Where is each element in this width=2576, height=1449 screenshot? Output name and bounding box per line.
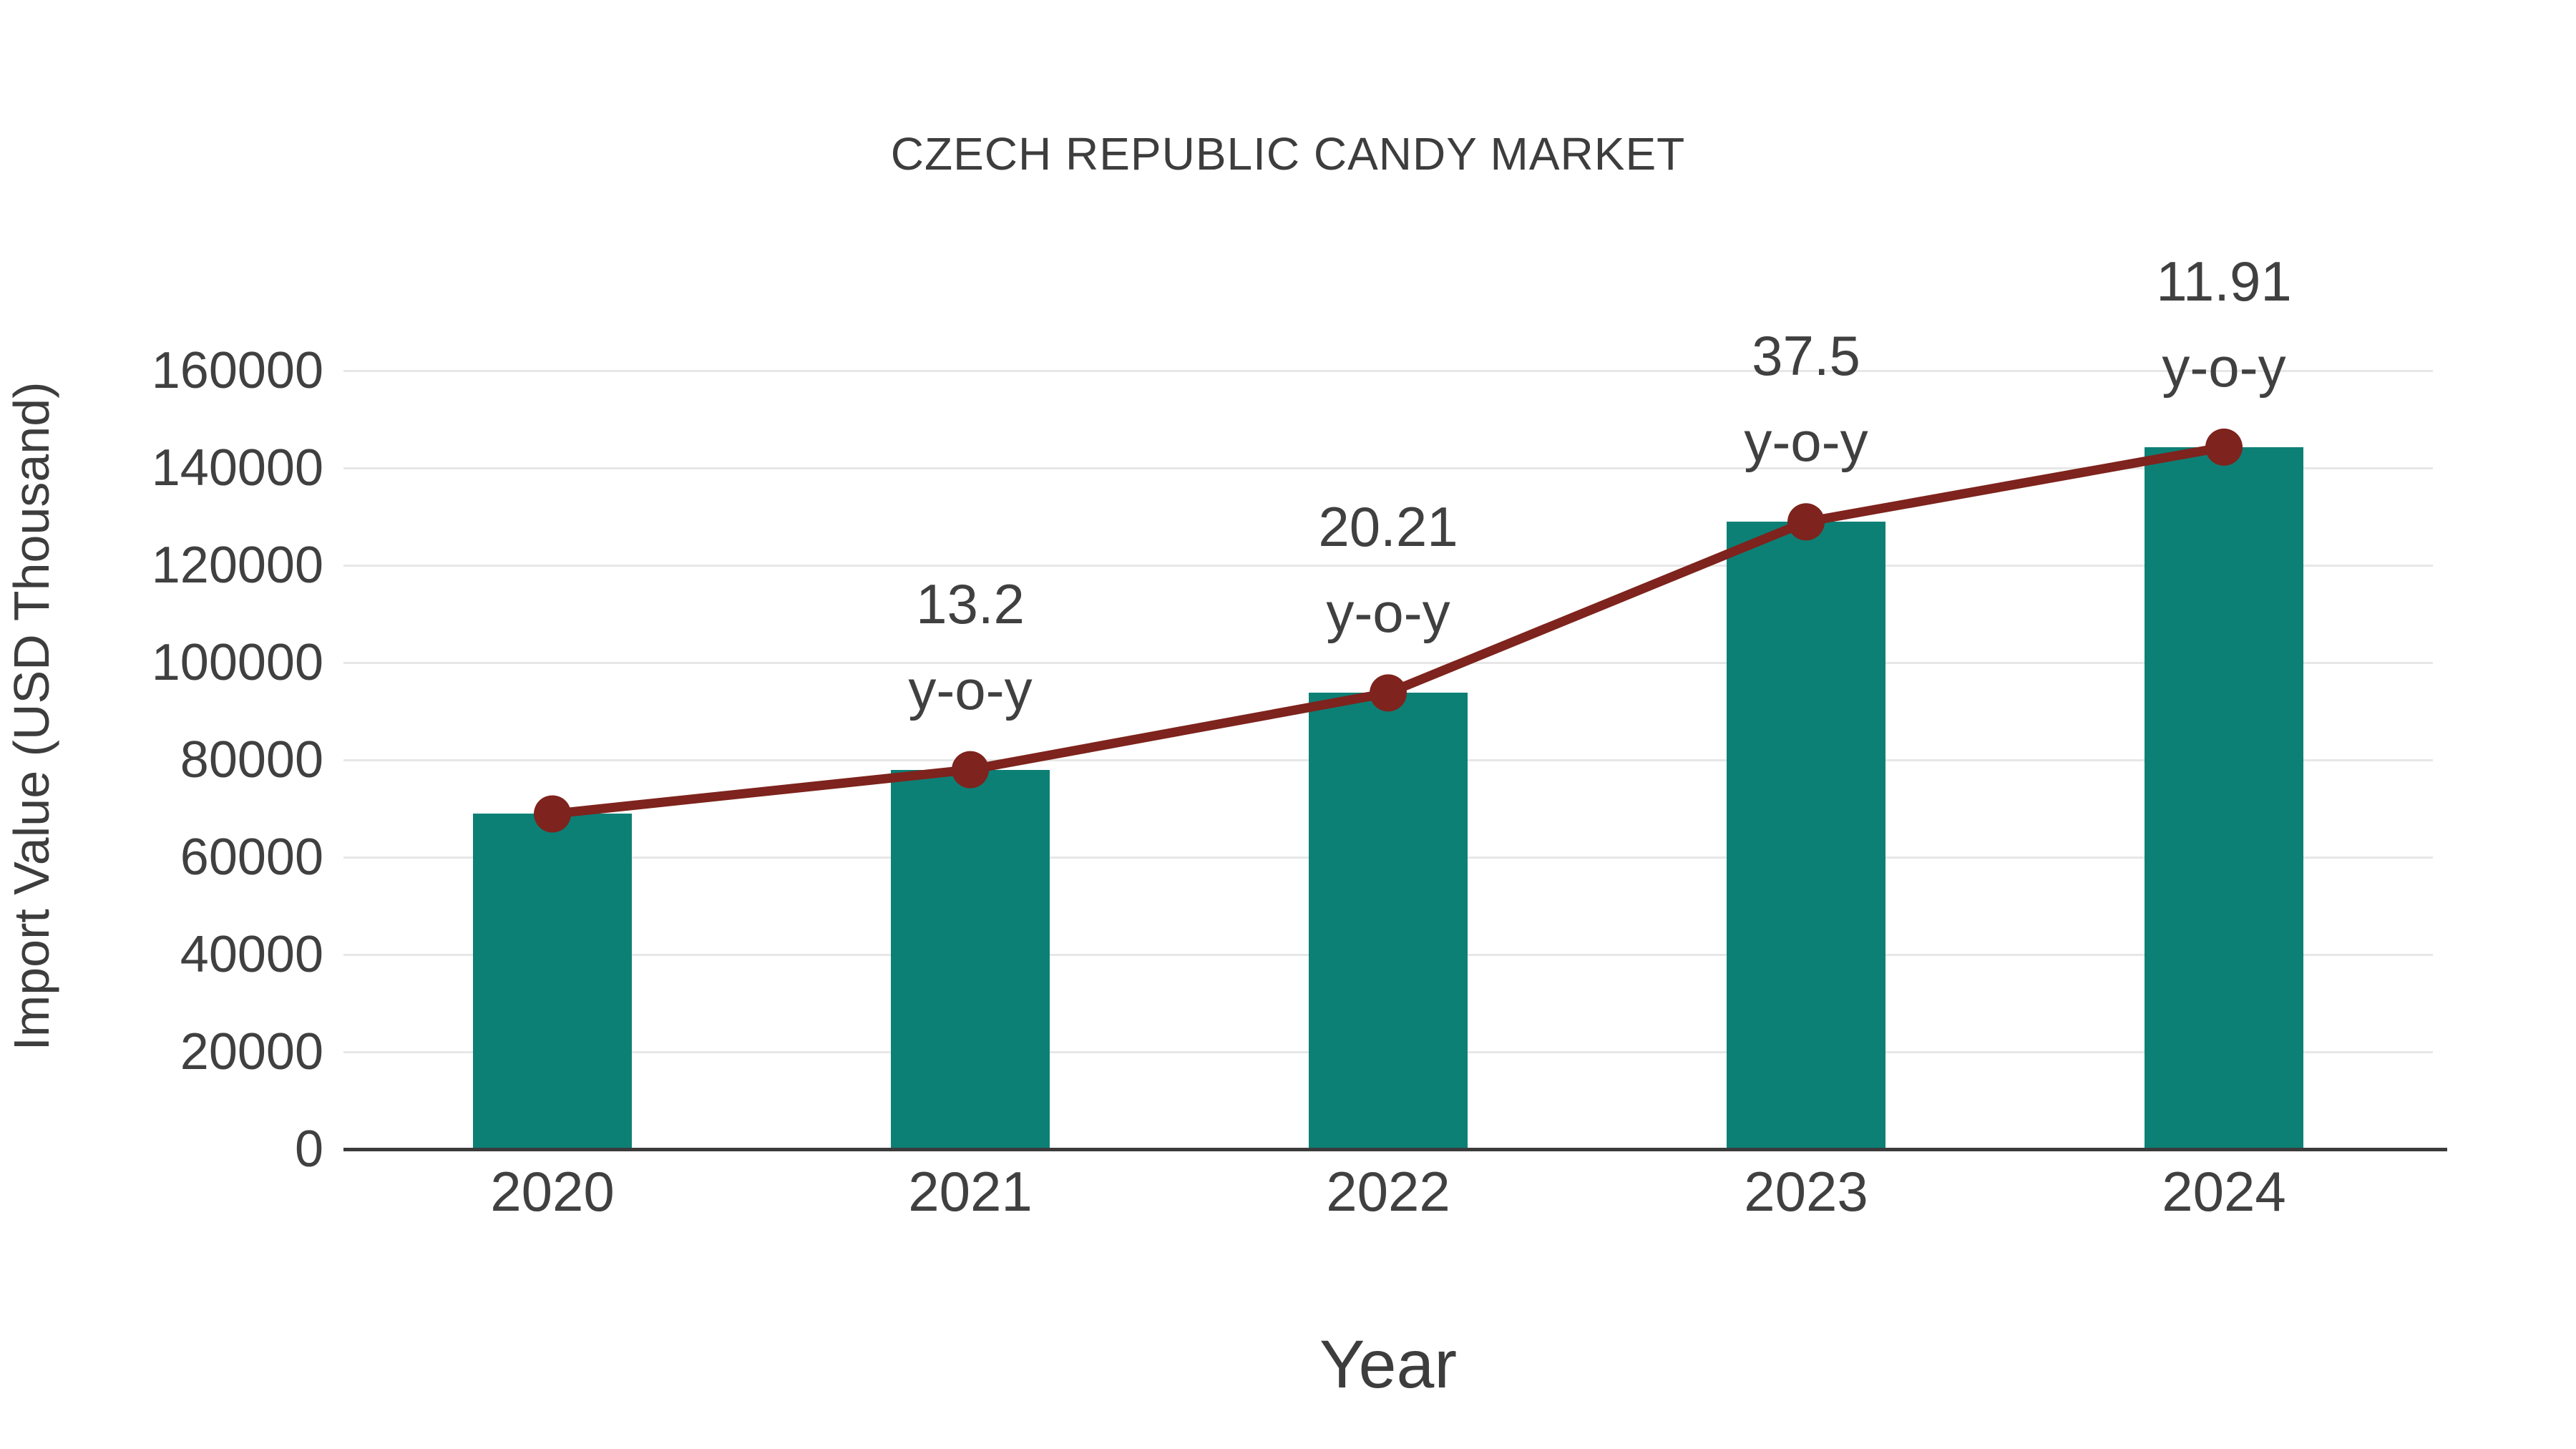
yoy-annotation-2021: 13.2 y-o-y <box>770 561 1171 733</box>
bar-2024 <box>2145 447 2303 1149</box>
yoy-value-label: 20.21 <box>1318 495 1458 558</box>
data-point-marker-2024 <box>2205 428 2243 466</box>
grid-line <box>343 565 2433 567</box>
yoy-value-label: 11.91 <box>2156 250 2292 313</box>
y-tick-label: 20000 <box>180 1023 323 1080</box>
grid-line <box>343 370 2433 372</box>
y-tick-label: 160000 <box>151 342 323 399</box>
x-tick-label-2022: 2022 <box>1326 1160 1450 1223</box>
grid-line <box>343 467 2433 469</box>
yoy-suffix-label: y-o-y <box>2162 336 2286 399</box>
bar-2023 <box>1727 522 1885 1149</box>
data-point-marker-2023 <box>1787 503 1825 541</box>
x-axis-line <box>343 1148 2447 1151</box>
grid-line <box>343 662 2433 664</box>
bar-2020 <box>473 814 632 1149</box>
x-tick-label-2020: 2020 <box>490 1160 615 1223</box>
yoy-value-label: 37.5 <box>1752 324 1860 387</box>
yoy-annotation-2024: 11.91 y-o-y <box>2024 238 2424 410</box>
x-tick-label-2023: 2023 <box>1744 1160 1868 1223</box>
data-point-marker-2020 <box>534 795 571 833</box>
y-tick-label: 0 <box>294 1121 323 1178</box>
bar-2022 <box>1309 693 1468 1149</box>
y-tick-label: 40000 <box>180 926 323 983</box>
yoy-suffix-label: y-o-y <box>1326 581 1450 644</box>
y-tick-label: 80000 <box>180 731 323 789</box>
yoy-suffix-label: y-o-y <box>1744 410 1868 473</box>
yoy-annotation-2022: 20.21 y-o-y <box>1188 484 1589 655</box>
data-point-marker-2021 <box>952 751 989 789</box>
data-point-marker-2022 <box>1370 674 1407 712</box>
y-tick-label: 60000 <box>180 829 323 886</box>
x-axis-title: Year <box>1319 1327 1457 1402</box>
y-tick-label: 140000 <box>151 439 323 497</box>
yoy-value-label: 13.2 <box>916 572 1025 635</box>
y-tick-label: 100000 <box>151 634 323 691</box>
y-tick-label: 120000 <box>151 537 323 594</box>
x-tick-label-2024: 2024 <box>2162 1160 2286 1223</box>
bar-2021 <box>891 770 1050 1149</box>
chart-title: CZECH REPUBLIC CANDY MARKET <box>890 128 1686 180</box>
yoy-annotation-2023: 37.5 y-o-y <box>1606 313 2006 484</box>
x-tick-label-2021: 2021 <box>908 1160 1033 1223</box>
yoy-suffix-label: y-o-y <box>908 658 1033 721</box>
